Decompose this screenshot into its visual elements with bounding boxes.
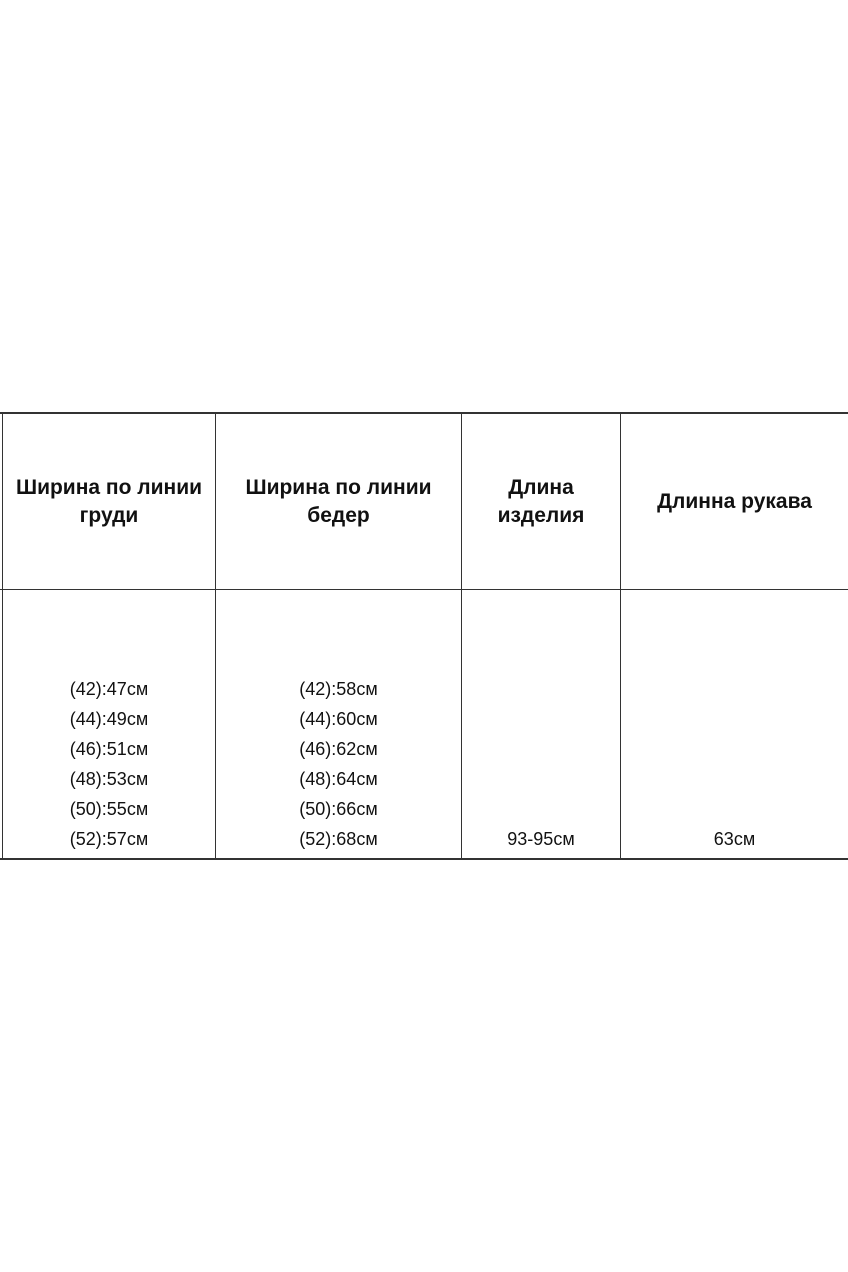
- header-text: груди: [79, 504, 139, 527]
- table-cell: (50):66см: [299, 799, 378, 819]
- header-chest-width: Ширина по линии груди: [3, 414, 215, 590]
- header-text: бедер: [307, 504, 370, 527]
- hip-values: (42):58см (44):60см (46):62см (48):64см …: [216, 674, 461, 854]
- header-text: Ширина по линии: [15, 476, 203, 499]
- header-divider: [0, 589, 848, 590]
- column-divider: [620, 413, 621, 859]
- header-hip-width: Ширина по линии бедер: [216, 414, 461, 590]
- length-value: 93-95см: [507, 829, 575, 849]
- table-cell: (44):60см: [299, 709, 378, 729]
- header-text: Длина: [508, 476, 574, 499]
- header-text: Ширина по линии: [245, 476, 432, 499]
- header-text: изделия: [497, 504, 585, 527]
- chest-values: (42):47см (44):49см (46):51см (48):53см …: [3, 674, 215, 854]
- table-border-bottom: [0, 858, 848, 860]
- sleeve-value: 63см: [713, 829, 756, 849]
- table-cell: (48):64см: [299, 769, 378, 789]
- table-cell: (42):47см: [69, 679, 149, 699]
- column-divider: [2, 413, 3, 859]
- table-cell: (50):55см: [69, 799, 149, 819]
- table-cell: (46):51см: [69, 739, 149, 759]
- table-cell: (48):53см: [69, 769, 149, 789]
- column-divider: [461, 413, 462, 859]
- table-cell: (44):49см: [69, 709, 149, 729]
- table-cell: (42):58см: [299, 679, 378, 699]
- table-cell: (52):57см: [69, 829, 149, 849]
- column-divider: [215, 413, 216, 859]
- header-sleeve-length: Длинна рукава: [621, 414, 848, 590]
- table-cell: (46):62см: [299, 739, 378, 759]
- table-border-top: [0, 412, 848, 414]
- table-cell: (52):68см: [299, 829, 378, 849]
- header-text: Длинна рукава: [657, 490, 812, 513]
- header-garment-length: Длина изделия: [462, 414, 620, 590]
